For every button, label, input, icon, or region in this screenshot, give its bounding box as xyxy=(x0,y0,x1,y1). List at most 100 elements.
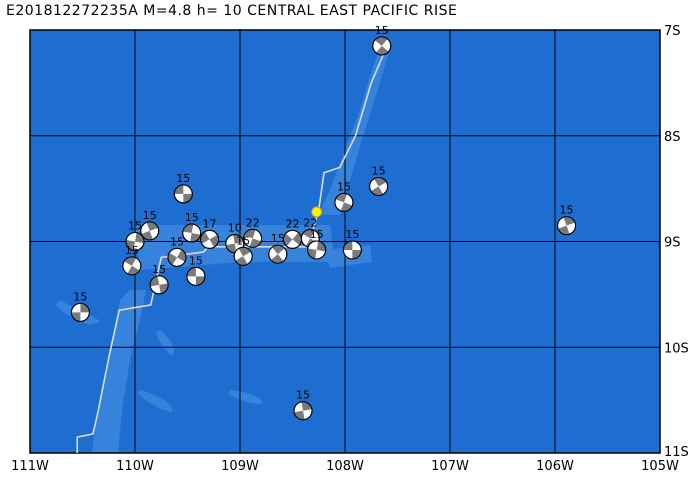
beach-ball-quadrants xyxy=(294,401,312,420)
depth-label: 15 xyxy=(560,204,574,217)
compression-quadrant xyxy=(316,241,326,252)
beach-ball-rim xyxy=(334,192,354,212)
y-tick-label: 8S xyxy=(664,130,681,145)
depth-label: 15 xyxy=(271,232,285,245)
epicenter-marker xyxy=(311,206,323,218)
beach-ball-rim xyxy=(372,36,392,56)
beach-ball-quadrants xyxy=(225,234,244,253)
beach-ball-rim xyxy=(167,247,187,267)
beach-ball: 15 xyxy=(182,211,202,243)
depth-label: 15 xyxy=(128,220,142,233)
compression-quadrant xyxy=(195,276,205,286)
y-tick-label: 7S xyxy=(664,24,681,39)
depth-label: 15 xyxy=(337,180,351,193)
depth-label: 15 xyxy=(176,172,190,185)
beach-ball: 15 xyxy=(268,232,288,264)
beach-ball-rim xyxy=(182,223,202,243)
depth-label: 15 xyxy=(125,244,139,257)
map-frame xyxy=(29,29,661,454)
depth-label: 15 xyxy=(372,165,386,178)
beach-ball: 15 xyxy=(140,209,160,241)
beach-ball: 15 xyxy=(557,204,577,236)
x-tick-label: 109W xyxy=(221,459,259,474)
beach-ball-rim xyxy=(173,184,193,204)
compression-quadrant xyxy=(370,186,384,196)
compression-quadrant xyxy=(238,247,251,257)
compression-quadrant xyxy=(302,229,315,239)
beach-ball: 15 xyxy=(125,220,145,251)
compression-quadrant xyxy=(233,234,244,244)
compression-quadrant xyxy=(71,312,81,322)
beach-ball-quadrants xyxy=(174,184,193,203)
compression-quadrant xyxy=(200,231,210,244)
compression-quadrant xyxy=(292,232,302,246)
beach-ball-rim xyxy=(268,244,288,264)
beach-ball-quadrants xyxy=(71,303,90,322)
compression-quadrant xyxy=(272,245,285,255)
compression-quadrant xyxy=(177,249,186,262)
compression-quadrant xyxy=(80,303,90,313)
compression-quadrant xyxy=(174,184,184,194)
x-tick-label: 108W xyxy=(326,459,364,474)
shallow-band xyxy=(92,290,146,453)
beach-ball-quadrants xyxy=(307,241,326,259)
y-tick-label: 11S xyxy=(664,445,689,460)
compression-quadrant xyxy=(183,193,193,203)
ridge-line xyxy=(76,45,388,453)
depth-label: 17 xyxy=(203,217,217,230)
depth-label: 22 xyxy=(246,216,260,229)
compression-quadrant xyxy=(374,36,388,46)
beach-ball-quadrants xyxy=(168,249,186,266)
beach-ball-quadrants xyxy=(200,231,219,248)
depth-label: 15 xyxy=(236,234,250,247)
beach-ball: 15 xyxy=(122,244,142,276)
depth-label: 10 xyxy=(228,222,242,235)
x-tick-label: 107W xyxy=(431,459,469,474)
compression-quadrant xyxy=(168,252,177,266)
compression-quadrant xyxy=(135,232,144,244)
beach-ball-quadrants xyxy=(126,232,144,251)
x-tick-label: 105W xyxy=(641,459,679,474)
shallow-band xyxy=(138,390,173,412)
beach-ball: 15 xyxy=(149,263,169,295)
depth-label: 15 xyxy=(189,254,203,267)
beach-ball: 15 xyxy=(293,389,313,421)
beach-ball: 15 xyxy=(186,254,206,286)
compression-quadrant xyxy=(182,224,194,234)
beach-ball-quadrants xyxy=(235,247,251,266)
beach-ball: 15 xyxy=(307,228,327,260)
beach-ball-quadrants xyxy=(343,240,362,259)
map-title: E201812272235A M=4.8 h= 10 CENTRAL EAST … xyxy=(6,3,458,19)
beach-ball: 15 xyxy=(334,180,354,212)
depth-label: 15 xyxy=(310,228,324,241)
beach-ball-quadrants xyxy=(283,232,302,247)
beach-ball-rim xyxy=(307,240,327,260)
shallow-band xyxy=(318,48,388,215)
beach-ball-quadrants xyxy=(150,275,169,294)
compression-quadrant xyxy=(352,249,362,259)
compression-quadrant xyxy=(235,256,248,266)
depth-label: 15 xyxy=(170,235,184,248)
beach-ball: 22 xyxy=(283,217,302,249)
compression-quadrant xyxy=(270,254,284,264)
beach-ball: 15 xyxy=(167,235,187,267)
x-tick-label: 110W xyxy=(116,459,154,474)
compression-quadrant xyxy=(374,177,387,187)
beach-ball-rim xyxy=(186,266,206,286)
depth-label: 15 xyxy=(143,209,157,222)
beach-ball-rim xyxy=(293,401,313,421)
depth-label: 15 xyxy=(375,24,389,37)
beach-ball-rim xyxy=(70,302,90,322)
compression-quadrant xyxy=(126,239,135,251)
beach-ball-quadrants xyxy=(124,256,140,275)
y-tick-label: 9S xyxy=(664,236,681,251)
compression-quadrant xyxy=(343,240,353,250)
shallow-band xyxy=(156,330,175,356)
beach-ball-quadrants xyxy=(370,177,387,196)
shallow-band xyxy=(228,390,263,404)
beach-ball-rim xyxy=(342,240,362,260)
compression-quadrant xyxy=(209,234,219,248)
beach-ball: 15 xyxy=(369,165,389,197)
compression-quadrant xyxy=(307,248,317,259)
